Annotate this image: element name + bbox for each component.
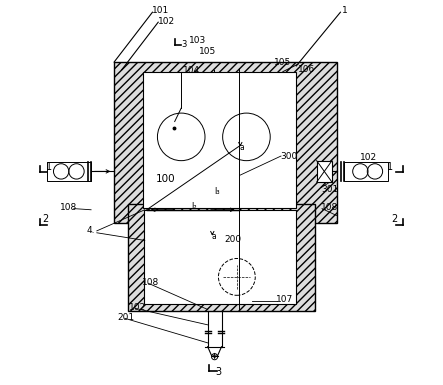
Text: 3: 3 — [182, 40, 187, 49]
Text: 1: 1 — [342, 6, 348, 15]
Text: 1: 1 — [387, 162, 393, 172]
Bar — [317, 161, 332, 182]
Text: 108: 108 — [60, 203, 78, 213]
Bar — [128, 204, 315, 311]
Text: a: a — [239, 143, 244, 152]
Bar — [344, 162, 389, 181]
Text: 103: 103 — [189, 36, 206, 45]
Text: 101: 101 — [152, 6, 170, 15]
Bar — [144, 210, 295, 304]
Text: l₂: l₂ — [191, 202, 197, 211]
Text: 2: 2 — [42, 214, 48, 224]
Text: 105: 105 — [274, 58, 291, 67]
Text: 107: 107 — [276, 295, 293, 305]
Text: 102: 102 — [128, 303, 146, 312]
Text: l₃: l₃ — [214, 187, 220, 196]
Text: 108: 108 — [142, 278, 159, 287]
Text: 102: 102 — [158, 17, 175, 25]
Text: 100: 100 — [156, 174, 176, 184]
Bar — [143, 72, 296, 208]
Text: 106: 106 — [298, 65, 315, 74]
Text: 200: 200 — [225, 235, 242, 244]
Text: 105: 105 — [198, 47, 216, 56]
Text: 2: 2 — [392, 214, 398, 224]
Text: 108: 108 — [321, 203, 338, 213]
Text: 4.: 4. — [86, 226, 95, 235]
Bar — [114, 62, 337, 223]
Text: a: a — [211, 232, 216, 241]
Text: 301: 301 — [321, 185, 338, 194]
Text: 102: 102 — [360, 153, 377, 162]
Text: 300: 300 — [280, 152, 297, 161]
Text: 104: 104 — [183, 66, 200, 75]
Text: 3: 3 — [215, 367, 221, 377]
Text: 1: 1 — [46, 162, 52, 172]
Text: 201: 201 — [117, 313, 134, 322]
Bar — [47, 162, 91, 181]
